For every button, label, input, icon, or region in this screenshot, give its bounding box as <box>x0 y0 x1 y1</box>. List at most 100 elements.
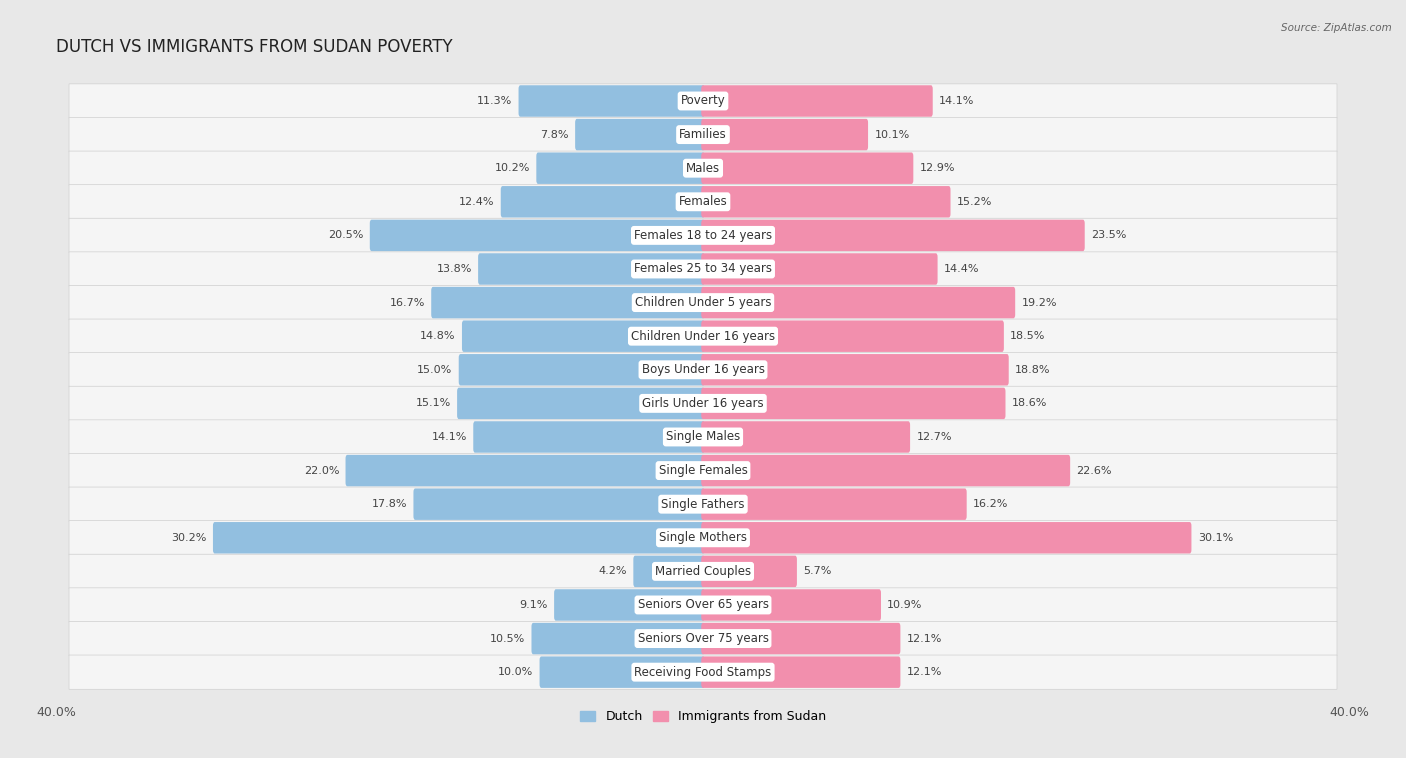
FancyBboxPatch shape <box>69 319 1337 353</box>
Text: Single Mothers: Single Mothers <box>659 531 747 544</box>
Text: Married Couples: Married Couples <box>655 565 751 578</box>
Text: Poverty: Poverty <box>681 95 725 108</box>
FancyBboxPatch shape <box>702 589 882 621</box>
FancyBboxPatch shape <box>69 387 1337 421</box>
Text: 7.8%: 7.8% <box>540 130 569 139</box>
Text: 15.2%: 15.2% <box>957 197 993 207</box>
Text: 22.6%: 22.6% <box>1077 465 1112 475</box>
Text: 12.4%: 12.4% <box>458 197 495 207</box>
FancyBboxPatch shape <box>458 354 704 386</box>
FancyBboxPatch shape <box>69 420 1337 454</box>
FancyBboxPatch shape <box>69 252 1337 286</box>
Text: 4.2%: 4.2% <box>599 566 627 576</box>
FancyBboxPatch shape <box>540 656 704 688</box>
FancyBboxPatch shape <box>212 522 704 553</box>
Text: 11.3%: 11.3% <box>477 96 512 106</box>
Text: 18.8%: 18.8% <box>1015 365 1050 374</box>
Text: 18.6%: 18.6% <box>1012 399 1047 409</box>
FancyBboxPatch shape <box>702 656 900 688</box>
FancyBboxPatch shape <box>702 321 1004 352</box>
FancyBboxPatch shape <box>702 220 1084 251</box>
Text: 5.7%: 5.7% <box>803 566 831 576</box>
FancyBboxPatch shape <box>69 286 1337 320</box>
Text: 12.1%: 12.1% <box>907 634 942 644</box>
Text: 12.7%: 12.7% <box>917 432 952 442</box>
Text: Females 18 to 24 years: Females 18 to 24 years <box>634 229 772 242</box>
Text: 23.5%: 23.5% <box>1091 230 1126 240</box>
Text: Source: ZipAtlas.com: Source: ZipAtlas.com <box>1281 23 1392 33</box>
FancyBboxPatch shape <box>702 119 868 150</box>
Text: 22.0%: 22.0% <box>304 465 339 475</box>
Text: 19.2%: 19.2% <box>1022 298 1057 308</box>
Text: Single Females: Single Females <box>658 464 748 477</box>
FancyBboxPatch shape <box>69 453 1337 487</box>
FancyBboxPatch shape <box>702 253 938 285</box>
FancyBboxPatch shape <box>69 588 1337 622</box>
Text: 18.5%: 18.5% <box>1010 331 1046 341</box>
FancyBboxPatch shape <box>702 556 797 587</box>
FancyBboxPatch shape <box>457 387 704 419</box>
Text: 14.1%: 14.1% <box>432 432 467 442</box>
Text: Single Males: Single Males <box>666 431 740 443</box>
Text: 13.8%: 13.8% <box>436 264 472 274</box>
FancyBboxPatch shape <box>536 152 704 184</box>
Text: 14.8%: 14.8% <box>420 331 456 341</box>
Text: Receiving Food Stamps: Receiving Food Stamps <box>634 666 772 678</box>
Text: Families: Families <box>679 128 727 141</box>
FancyBboxPatch shape <box>633 556 704 587</box>
FancyBboxPatch shape <box>702 186 950 218</box>
FancyBboxPatch shape <box>478 253 704 285</box>
Text: Males: Males <box>686 161 720 174</box>
Text: 14.4%: 14.4% <box>943 264 980 274</box>
FancyBboxPatch shape <box>702 287 1015 318</box>
Text: 10.1%: 10.1% <box>875 130 910 139</box>
FancyBboxPatch shape <box>554 589 704 621</box>
Text: 10.2%: 10.2% <box>495 163 530 173</box>
Text: 12.1%: 12.1% <box>907 667 942 677</box>
Text: 16.7%: 16.7% <box>389 298 425 308</box>
Text: Seniors Over 65 years: Seniors Over 65 years <box>637 599 769 612</box>
Text: Females 25 to 34 years: Females 25 to 34 years <box>634 262 772 275</box>
Text: Boys Under 16 years: Boys Under 16 years <box>641 363 765 376</box>
Text: 9.1%: 9.1% <box>519 600 548 610</box>
FancyBboxPatch shape <box>463 321 704 352</box>
Text: DUTCH VS IMMIGRANTS FROM SUDAN POVERTY: DUTCH VS IMMIGRANTS FROM SUDAN POVERTY <box>56 38 453 55</box>
FancyBboxPatch shape <box>702 488 967 520</box>
Text: Seniors Over 75 years: Seniors Over 75 years <box>637 632 769 645</box>
FancyBboxPatch shape <box>413 488 704 520</box>
Text: 15.1%: 15.1% <box>416 399 451 409</box>
Text: Girls Under 16 years: Girls Under 16 years <box>643 397 763 410</box>
FancyBboxPatch shape <box>702 387 1005 419</box>
FancyBboxPatch shape <box>519 85 704 117</box>
Text: 14.1%: 14.1% <box>939 96 974 106</box>
FancyBboxPatch shape <box>69 554 1337 588</box>
FancyBboxPatch shape <box>702 522 1191 553</box>
FancyBboxPatch shape <box>69 655 1337 689</box>
Text: 17.8%: 17.8% <box>371 500 408 509</box>
Text: 30.1%: 30.1% <box>1198 533 1233 543</box>
FancyBboxPatch shape <box>69 151 1337 185</box>
FancyBboxPatch shape <box>474 421 704 453</box>
Text: 10.5%: 10.5% <box>489 634 526 644</box>
Text: Females: Females <box>679 196 727 208</box>
FancyBboxPatch shape <box>69 622 1337 656</box>
FancyBboxPatch shape <box>346 455 704 487</box>
Legend: Dutch, Immigrants from Sudan: Dutch, Immigrants from Sudan <box>575 706 831 728</box>
FancyBboxPatch shape <box>69 487 1337 522</box>
FancyBboxPatch shape <box>702 623 900 654</box>
FancyBboxPatch shape <box>370 220 704 251</box>
FancyBboxPatch shape <box>702 85 932 117</box>
Text: 10.9%: 10.9% <box>887 600 922 610</box>
FancyBboxPatch shape <box>702 455 1070 487</box>
FancyBboxPatch shape <box>69 185 1337 219</box>
FancyBboxPatch shape <box>575 119 704 150</box>
FancyBboxPatch shape <box>69 117 1337 152</box>
Text: 15.0%: 15.0% <box>418 365 453 374</box>
Text: 30.2%: 30.2% <box>172 533 207 543</box>
FancyBboxPatch shape <box>69 218 1337 252</box>
FancyBboxPatch shape <box>432 287 704 318</box>
FancyBboxPatch shape <box>702 152 914 184</box>
Text: Children Under 5 years: Children Under 5 years <box>634 296 772 309</box>
Text: 20.5%: 20.5% <box>328 230 363 240</box>
FancyBboxPatch shape <box>69 521 1337 555</box>
